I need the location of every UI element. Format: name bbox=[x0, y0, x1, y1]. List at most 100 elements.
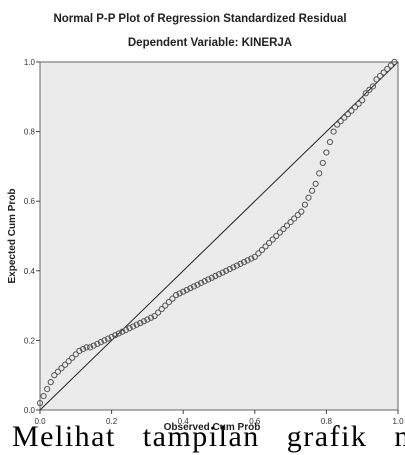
data-point bbox=[337, 118, 344, 125]
x-tick-label: 0.8 bbox=[321, 417, 333, 426]
data-point bbox=[155, 309, 162, 316]
data-point bbox=[348, 107, 355, 114]
x-tick-label: 0.4 bbox=[178, 417, 190, 426]
data-point bbox=[219, 269, 226, 276]
data-point bbox=[51, 372, 58, 379]
data-point bbox=[341, 114, 348, 121]
data-point bbox=[108, 333, 115, 341]
data-point bbox=[169, 295, 176, 302]
data-point bbox=[126, 325, 133, 332]
data-point bbox=[226, 265, 233, 273]
data-point bbox=[147, 314, 155, 321]
data-point bbox=[54, 368, 62, 375]
data-point bbox=[83, 344, 90, 351]
data-point bbox=[248, 255, 255, 262]
data-point bbox=[129, 323, 137, 330]
data-point bbox=[373, 76, 380, 83]
data-point bbox=[162, 302, 169, 309]
data-point bbox=[201, 278, 208, 285]
data-point bbox=[94, 340, 101, 347]
data-point bbox=[258, 246, 266, 254]
data-point bbox=[380, 69, 387, 76]
x-tick-label: 0.6 bbox=[249, 417, 261, 426]
data-point bbox=[97, 339, 104, 346]
data-point bbox=[291, 215, 298, 222]
data-points bbox=[36, 58, 398, 407]
data-point bbox=[244, 257, 251, 264]
chart-subtitle: Dependent Variable: KINERJA bbox=[128, 37, 292, 49]
data-point bbox=[298, 208, 305, 215]
data-point bbox=[387, 62, 394, 69]
data-point bbox=[176, 290, 183, 297]
data-point bbox=[230, 264, 237, 271]
data-point bbox=[133, 321, 140, 328]
data-point bbox=[330, 128, 337, 135]
data-point bbox=[312, 180, 319, 187]
data-point bbox=[172, 292, 180, 299]
data-point bbox=[65, 358, 72, 365]
data-point bbox=[280, 225, 287, 233]
data-point bbox=[183, 286, 190, 294]
data-point bbox=[165, 299, 172, 306]
data-point bbox=[377, 72, 384, 80]
data-point bbox=[115, 330, 122, 337]
data-point bbox=[251, 253, 258, 260]
y-tick-label: 0.6 bbox=[24, 197, 36, 206]
data-point bbox=[40, 392, 47, 400]
y-tick-label: 1.0 bbox=[24, 58, 36, 67]
data-point bbox=[240, 259, 248, 266]
data-point bbox=[269, 236, 276, 243]
caption-text: Melihat tampilan grafik norr bbox=[12, 420, 405, 453]
data-point bbox=[151, 312, 158, 320]
data-point bbox=[276, 229, 283, 236]
data-point bbox=[119, 328, 126, 335]
data-point bbox=[44, 386, 51, 393]
data-point bbox=[190, 283, 198, 290]
data-point bbox=[144, 316, 151, 323]
data-point bbox=[194, 281, 201, 288]
x-tick-label: 0.2 bbox=[106, 417, 118, 426]
data-point bbox=[137, 319, 144, 327]
data-point bbox=[334, 121, 341, 128]
data-point bbox=[305, 194, 312, 201]
y-tick-label: 0.8 bbox=[24, 128, 36, 137]
data-point bbox=[344, 111, 351, 118]
data-point bbox=[391, 58, 398, 66]
data-point bbox=[104, 335, 112, 342]
data-point bbox=[237, 260, 244, 267]
data-point bbox=[262, 243, 269, 250]
x-tick-label: 0.0 bbox=[34, 417, 46, 426]
data-point bbox=[316, 170, 323, 177]
data-point bbox=[212, 272, 219, 280]
data-point bbox=[76, 347, 83, 354]
data-point bbox=[180, 288, 187, 295]
data-point bbox=[273, 232, 280, 240]
data-point bbox=[362, 90, 369, 97]
data-point bbox=[355, 100, 362, 107]
data-point bbox=[208, 274, 215, 281]
data-point bbox=[294, 212, 301, 219]
data-point bbox=[283, 222, 291, 229]
x-tick-label: 1.0 bbox=[392, 417, 404, 426]
y-tick-label: 0.4 bbox=[24, 267, 36, 276]
data-point bbox=[359, 97, 366, 104]
data-point bbox=[122, 326, 130, 334]
data-point bbox=[233, 262, 240, 269]
data-point bbox=[266, 239, 273, 247]
data-point bbox=[158, 305, 165, 313]
data-point bbox=[72, 351, 79, 358]
data-point bbox=[369, 83, 377, 90]
data-point bbox=[140, 318, 147, 325]
data-point bbox=[47, 379, 54, 386]
y-tick-label: 0.2 bbox=[24, 336, 36, 345]
data-point bbox=[198, 279, 205, 287]
data-point bbox=[308, 187, 316, 194]
data-point bbox=[90, 342, 97, 349]
axis-ticks: 0.0 0.2 0.4 0.6 0.8 1.0 0.0 0.2 0.4 0.6 0.8 1.0 bbox=[24, 58, 404, 426]
y-axis-label: Expected Cum Prob bbox=[7, 188, 18, 283]
data-point bbox=[384, 65, 391, 73]
data-point bbox=[101, 337, 108, 344]
data-point bbox=[215, 271, 223, 278]
data-point bbox=[351, 104, 359, 111]
